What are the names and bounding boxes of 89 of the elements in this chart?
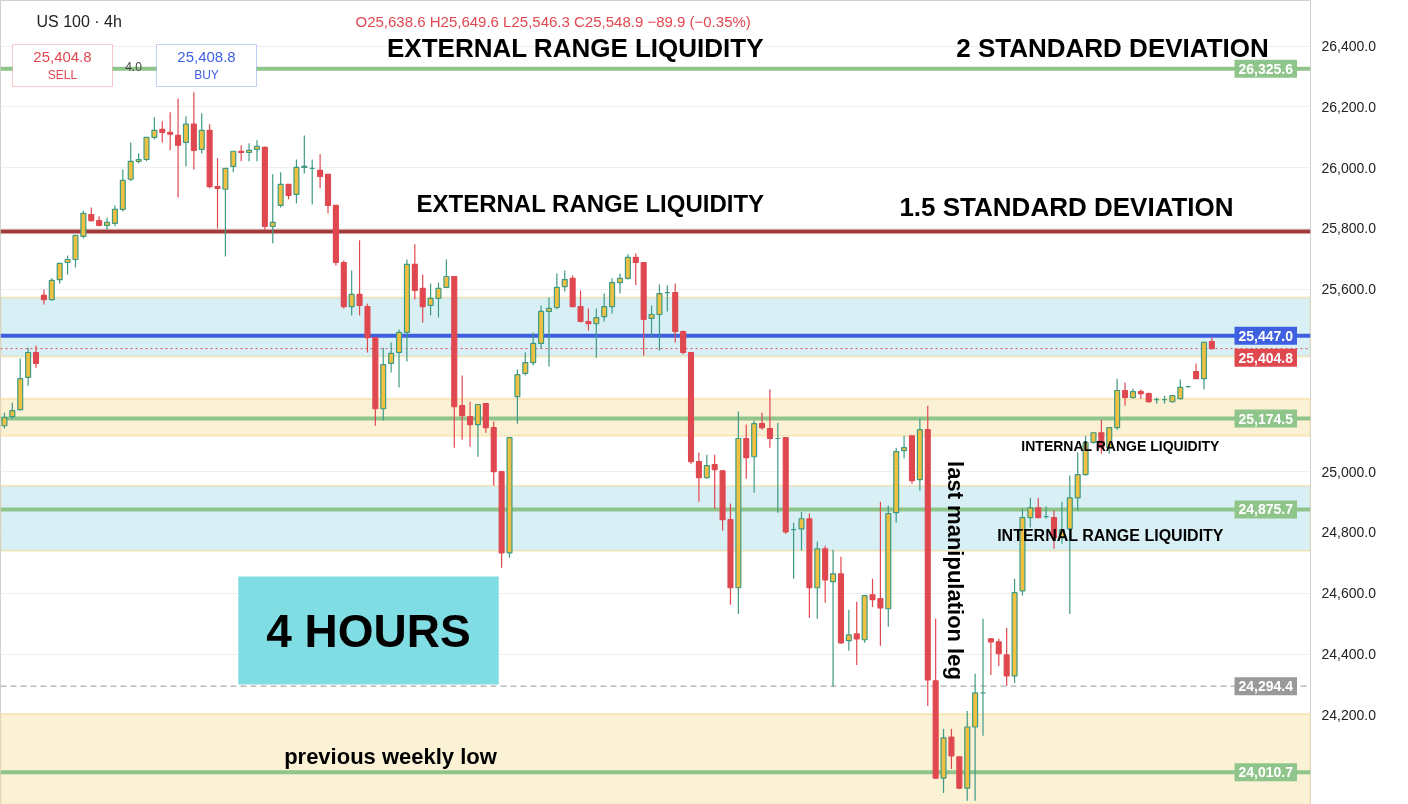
y-tick-label: 26,000.0 <box>1321 159 1377 176</box>
candlestick <box>111 204 118 227</box>
candlestick <box>222 167 229 258</box>
y-tick-label: 25,000.0 <box>1321 463 1377 480</box>
ref-line-label: 24,010.7 <box>1238 764 1294 781</box>
candlestick <box>167 111 174 151</box>
text: O25,638.6 H25,649.6 L25,546.3 C25,548.9 −89.9 (−0.35%) <box>355 13 751 30</box>
y-tick-label: 24,600.0 <box>1321 585 1377 602</box>
annotation: 1.5 STANDARD DEVIATION <box>899 191 1234 222</box>
ref-line-label: 25,174.5 <box>1238 410 1294 427</box>
candlestick <box>198 112 205 154</box>
y-tick-label: 26,400.0 <box>1321 38 1377 55</box>
ref-line-label: 25,447.0 <box>1238 327 1294 344</box>
candlestick <box>1003 627 1010 687</box>
candlestick <box>427 282 434 317</box>
candlestick <box>995 638 1002 667</box>
annotation: 2 STANDARD DEVIATION <box>956 32 1269 63</box>
annotation: 25,404.8 <box>33 47 92 65</box>
candlestick <box>901 435 908 460</box>
candlestick <box>182 115 189 168</box>
candlestick <box>388 341 395 374</box>
candlestick <box>419 273 426 323</box>
annotation: previous weekly low <box>284 744 498 769</box>
ref-line-label: 24,875.7 <box>1238 501 1294 518</box>
candlestick <box>948 728 955 770</box>
candlestick <box>467 401 474 448</box>
candlestick <box>269 173 276 244</box>
candlestick <box>522 351 529 377</box>
candlestick <box>435 281 442 319</box>
candlestick <box>616 272 624 295</box>
candlestick <box>758 412 766 431</box>
candlestick <box>48 277 55 302</box>
candlestick <box>624 253 631 281</box>
candlestick <box>317 153 324 189</box>
candlestick <box>127 141 134 182</box>
candlestick <box>159 120 166 144</box>
candlestick <box>459 375 466 441</box>
candlestick <box>175 97 182 199</box>
candlestick <box>695 451 702 503</box>
candlestick <box>1122 381 1129 407</box>
candlestick <box>151 116 158 141</box>
candlestick <box>1035 497 1042 519</box>
candlestick <box>711 454 718 510</box>
candlestick <box>253 139 261 162</box>
candlestick <box>601 292 608 323</box>
candlestick <box>743 423 750 480</box>
candlestick <box>103 216 111 230</box>
candlestick <box>246 142 253 162</box>
ref-line-label: 26,325.6 <box>1238 60 1294 77</box>
annotation: 4 HOURS <box>266 604 471 657</box>
candlestick <box>514 368 521 425</box>
y-tick-label: 25,800.0 <box>1321 220 1377 237</box>
y-tick-label: 26,200.0 <box>1321 98 1377 115</box>
candlestick <box>798 511 805 552</box>
candlestick <box>56 262 63 285</box>
candlestick <box>561 269 568 292</box>
candlestick <box>1177 378 1184 401</box>
candlestick <box>348 269 355 317</box>
candlestick <box>853 601 860 666</box>
candlestick <box>356 239 363 317</box>
candlestick <box>545 296 553 368</box>
annotation: EXTERNAL RANGE LIQUIDITY <box>386 32 764 63</box>
annotation: SELL <box>47 67 78 82</box>
text: US 100 · 4h <box>36 13 122 30</box>
y-tick-label: 24,200.0 <box>1321 706 1377 723</box>
candlestick <box>553 272 560 310</box>
candlestick <box>530 331 537 367</box>
candlestick <box>632 252 639 286</box>
candlestick <box>593 307 600 359</box>
candlestick <box>474 403 481 458</box>
candlestick <box>845 609 852 652</box>
candlestick <box>443 258 450 289</box>
candlestick <box>766 388 773 449</box>
y-tick-label: 24,400.0 <box>1321 646 1377 663</box>
ref-line-label: 24,294.4 <box>1238 678 1294 695</box>
candlestick <box>277 171 284 209</box>
candlestick <box>230 150 237 173</box>
y-tick-label: 25,600.0 <box>1321 281 1377 298</box>
annotation: last manipulation leg <box>943 461 968 680</box>
candlestick <box>830 549 837 688</box>
candlestick <box>395 328 403 389</box>
y-tick-label: 24,800.0 <box>1321 524 1377 541</box>
ref-line-label: 25,404.8 <box>1238 349 1294 366</box>
candlestick <box>40 288 47 306</box>
candlestick <box>987 637 994 676</box>
annotation: BUY <box>194 67 219 82</box>
candlestick <box>703 454 710 480</box>
annotation: EXTERNAL RANGE LIQUIDITY <box>416 190 765 217</box>
annotation: 25,408.8 <box>177 47 236 65</box>
